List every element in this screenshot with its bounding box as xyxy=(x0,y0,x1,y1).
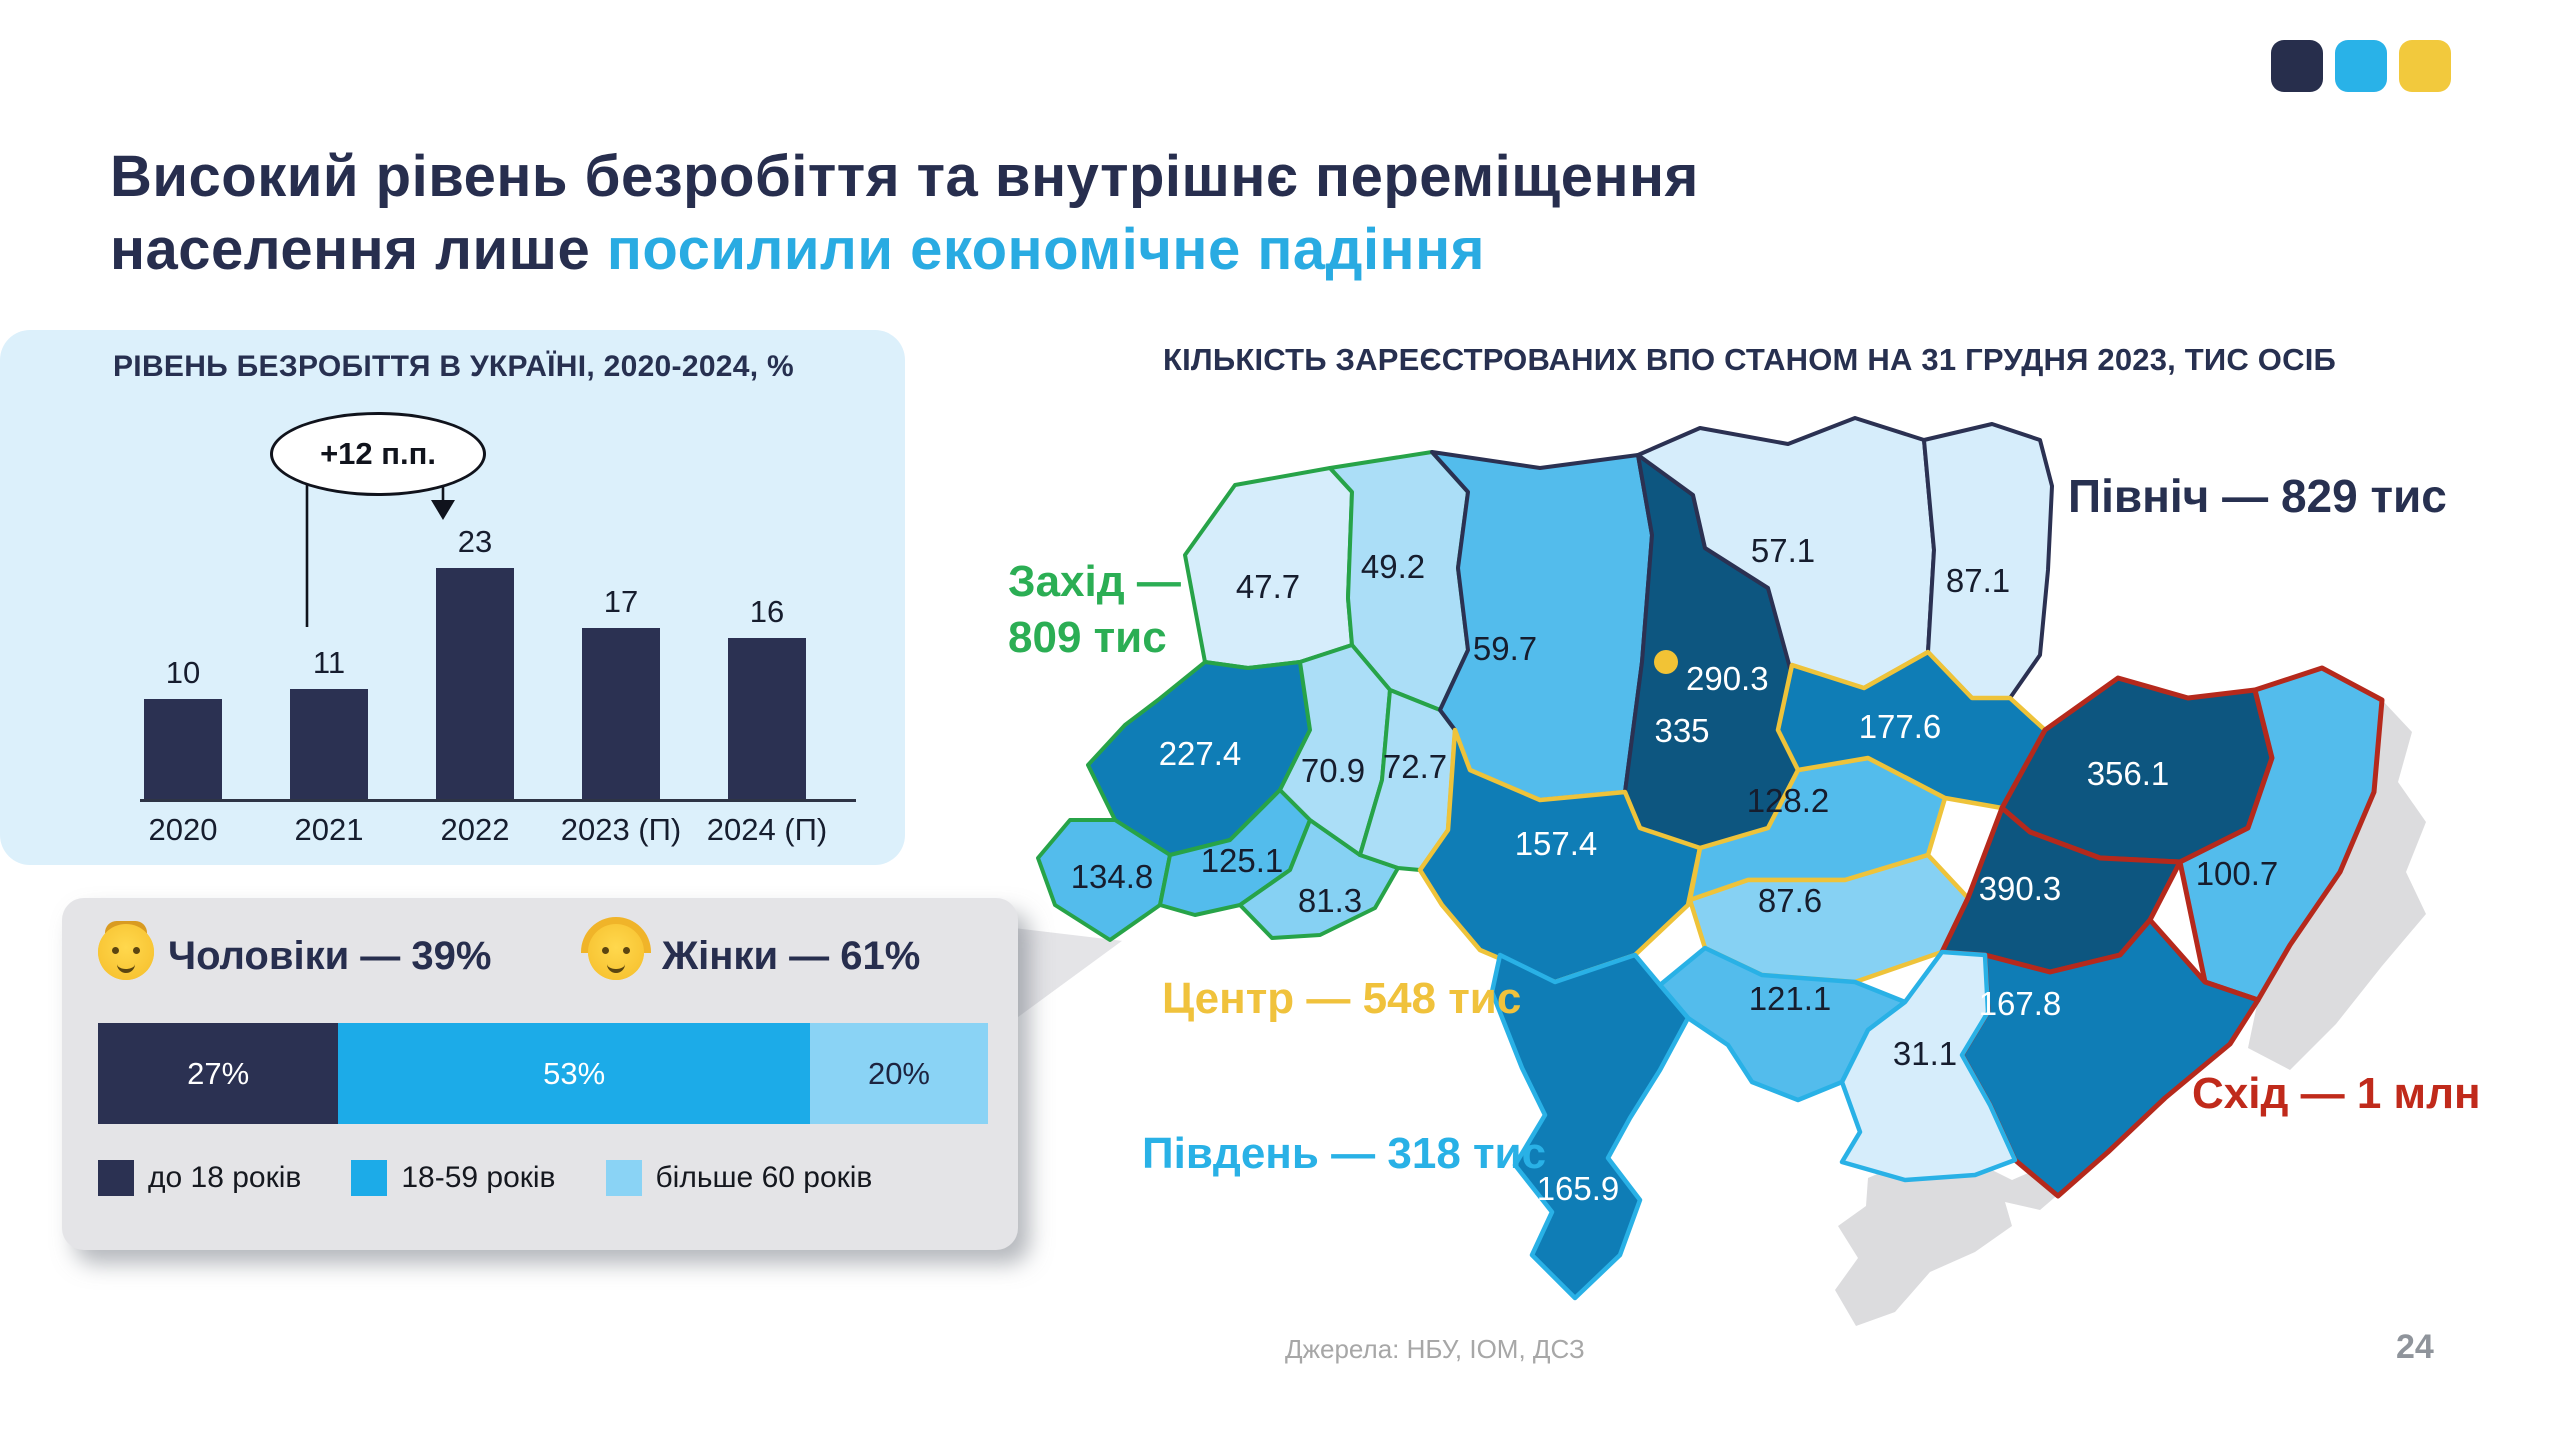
map-group-label-south: Південь — 318 тис xyxy=(1142,1129,1546,1178)
bar xyxy=(144,699,222,800)
map-region-crimea xyxy=(1835,1162,2068,1326)
demographics-callout: Чоловіки — 39% Жінки — 61% 27% 53% 20% до … xyxy=(62,898,1018,1250)
bar-category-label: 2022 xyxy=(440,812,510,847)
bar-slot: 16 xyxy=(694,455,840,800)
legend-label: 18-59 років xyxy=(401,1161,556,1194)
map-region-value: 57.1 xyxy=(1751,532,1815,569)
bar-value-label: 10 xyxy=(165,655,201,690)
map-region-value: 47.7 xyxy=(1236,568,1300,605)
brand-square-yellow xyxy=(2399,40,2451,92)
legend-item: більше 60 років xyxy=(605,1160,873,1196)
bar-category-label: 2020 xyxy=(148,812,218,847)
map-group-label-west-line2: 809 тис xyxy=(1008,613,1167,662)
map-group-label-center: Центр — 548 тис xyxy=(1162,974,1521,1023)
map-region-value: 356.1 xyxy=(2087,755,2170,792)
bar-category-label: 2023 (П) xyxy=(560,812,682,847)
map-region xyxy=(1687,852,1971,985)
map-group-label-west-line1: Захід — xyxy=(1008,557,1181,606)
map-region-value: 59.7 xyxy=(1473,630,1537,667)
bar-chart-axis xyxy=(140,799,856,802)
sources-note: Джерела: НБУ, ІОМ, ДСЗ xyxy=(1285,1334,1585,1364)
age-segment: 53% xyxy=(338,1023,810,1124)
women-share-label: Жінки — 61% xyxy=(662,934,921,978)
bar-category-label: 2021 xyxy=(294,812,364,847)
map-region xyxy=(1417,727,1703,985)
unemployment-chart-title: РІВЕНЬ БЕЗРОБІТТЯ В УКРАЇНІ, 2020-2024, … xyxy=(113,350,795,383)
man-emoji xyxy=(98,921,154,980)
age-segment-label: 20% xyxy=(867,1055,930,1091)
legend-item: до 18 років xyxy=(98,1160,301,1196)
map-region-value: 227.4 xyxy=(1159,735,1242,772)
arrow-down-icon xyxy=(431,500,455,520)
map-region-value: 70.9 xyxy=(1301,752,1365,789)
bar xyxy=(728,638,806,800)
bar-value-label: 23 xyxy=(457,524,493,559)
age-segment: 27% xyxy=(98,1023,339,1124)
kyiv-capital-dot xyxy=(1654,650,1678,674)
woman-emoji xyxy=(581,917,651,980)
bar-slot: 11 xyxy=(256,455,402,800)
age-segment: 20% xyxy=(809,1023,988,1124)
slide-title-line1: Високий рівень безробіття та внутрішнє п… xyxy=(110,144,1699,209)
map-region-value: 87.1 xyxy=(1946,562,2010,599)
map-region-value: 177.6 xyxy=(1859,708,1942,745)
brand-square-blue xyxy=(2335,40,2387,92)
age-stacked-bar: 27% 53% 20% xyxy=(98,1023,988,1124)
legend-label: більше 60 років xyxy=(655,1161,873,1194)
map-region xyxy=(1430,450,1654,802)
bar-category-label: 2024 (П) xyxy=(706,812,828,847)
map-region-value: 165.9 xyxy=(1537,1170,1620,1207)
legend-swatch xyxy=(98,1160,134,1196)
map-region-value: 87.6 xyxy=(1758,882,1822,919)
map-region xyxy=(1839,949,2018,1183)
map-region-value: 128.2 xyxy=(1747,782,1830,819)
bar-value-label: 11 xyxy=(312,645,346,680)
brand-square-navy xyxy=(2271,40,2323,92)
map-region-value: 121.1 xyxy=(1749,980,1832,1017)
map-group-label-north: Північ — 829 тис xyxy=(2068,470,2447,522)
map-region-value: 100.7 xyxy=(2196,855,2279,892)
age-legend: до 18 років 18-59 років більше 60 років xyxy=(98,1160,922,1196)
bar-chart-categories: 2020 2021 2022 2023 (П) 2024 (П) xyxy=(110,812,840,848)
map-region-value: 390.3 xyxy=(1979,870,2062,907)
age-segment-label: 27% xyxy=(187,1055,250,1091)
bar-chart: 10 11 23 17 16 xyxy=(110,455,840,800)
map-region xyxy=(1922,422,2054,700)
legend-swatch xyxy=(351,1160,388,1196)
slide-title: Високий рівень безробіття та внутрішнє п… xyxy=(110,140,1699,286)
map-region-value: 49.2 xyxy=(1361,548,1425,585)
map-region xyxy=(2177,665,2385,1003)
bar-slot: 10 xyxy=(110,455,256,800)
slide-title-line2: населення лише посилили економічне падін… xyxy=(110,217,1485,283)
map-region-value: 167.8 xyxy=(1979,985,2062,1022)
map-region-value: 157.4 xyxy=(1515,825,1598,862)
map-group-label-east: Схід — 1 млн xyxy=(2192,1069,2481,1118)
map-region-value: 290.3 xyxy=(1686,660,1769,697)
map-region xyxy=(1489,952,1691,1301)
legend-label: до 18 років xyxy=(148,1161,302,1194)
map-region-value: 125.1 xyxy=(1201,842,1284,879)
slide-title-accent: посилили економічне падіння xyxy=(606,217,1485,283)
map-region xyxy=(2248,700,2426,1070)
men-share-label: Чоловіки — 39% xyxy=(168,934,492,978)
legend-swatch xyxy=(605,1160,642,1196)
ukraine-idp-map: 47.7 49.2 227.4 134.8 125.1 81.3 70.9 72… xyxy=(1008,416,2481,1326)
bar xyxy=(436,568,514,800)
bar-slot: 17 xyxy=(548,455,694,800)
age-segment-label: 53% xyxy=(543,1055,606,1091)
bar-value-label: 16 xyxy=(749,594,785,629)
map-region-value: 335 xyxy=(1654,712,1709,749)
legend-item: 18-59 років xyxy=(351,1160,556,1196)
map-region-value: 134.8 xyxy=(1071,858,1154,895)
map-region-value: 72.7 xyxy=(1383,748,1447,785)
bar xyxy=(582,628,660,800)
map-region-value: 31.1 xyxy=(1893,1035,1957,1072)
page-number: 24 xyxy=(2396,1328,2434,1366)
bar xyxy=(290,689,368,800)
map-region-value: 81.3 xyxy=(1298,882,1362,919)
map-title: КІЛЬКІСТЬ ЗАРЕЄСТРОВАНИХ ВПО СТАНОМ НА 3… xyxy=(1163,342,2336,377)
bar-slot: 23 xyxy=(402,455,548,800)
annotation-callout: +12 п.п. xyxy=(270,412,486,496)
bar-value-label: 17 xyxy=(603,584,639,619)
